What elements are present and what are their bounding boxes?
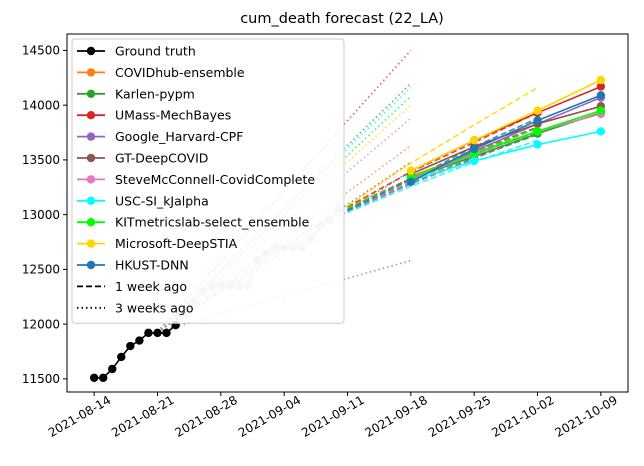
legend-label: Google_Harvard-CPF xyxy=(115,129,243,144)
forecast-point xyxy=(596,127,606,136)
forecast-point xyxy=(406,166,416,176)
legend-marker xyxy=(86,153,96,163)
forecast-point xyxy=(533,106,542,115)
forecast-point xyxy=(533,127,542,136)
forecast-line xyxy=(410,79,602,172)
ground-truth-point xyxy=(153,328,162,338)
y-tick-label: 13500 xyxy=(22,153,60,167)
legend-marker xyxy=(86,239,96,248)
legend-label: KITmetricslab-select_ensemble xyxy=(115,215,310,230)
ground-truth-point xyxy=(135,336,144,345)
legend-marker xyxy=(86,196,96,205)
legend-marker xyxy=(86,218,96,227)
ground-truth-point xyxy=(108,364,117,374)
legend-label: UMass-MechBayes xyxy=(115,108,231,123)
legend-label: Karlen-pypm xyxy=(115,86,195,101)
legend-label: Microsoft-DeepSTIA xyxy=(115,236,238,251)
legend-marker xyxy=(86,68,96,77)
forecast-line xyxy=(410,94,602,183)
forecast-point xyxy=(596,75,606,85)
forecast-point xyxy=(533,116,542,125)
three-weeks-ago-line xyxy=(156,95,412,333)
legend-label: HKUST-DNN xyxy=(115,258,189,273)
legend-marker xyxy=(86,111,96,120)
ground-truth-point xyxy=(89,373,99,382)
chart-title: cum_death forecast (22_LA) xyxy=(240,11,444,27)
ground-truth-line xyxy=(94,324,177,379)
forecast-point xyxy=(469,144,479,154)
forecast-point xyxy=(596,106,606,115)
legend-label: GT-DeepCOVID xyxy=(115,151,208,166)
y-tick-label: 14000 xyxy=(22,98,60,112)
ground-truth-point xyxy=(126,341,135,351)
forecast-point xyxy=(596,91,606,100)
three-weeks-ago-line xyxy=(157,145,412,333)
legend-marker xyxy=(86,175,96,184)
ground-truth-point xyxy=(162,328,171,338)
forecast-point xyxy=(596,82,606,91)
forecast-point xyxy=(406,177,416,186)
week-ago-line xyxy=(347,117,538,212)
forecast-point xyxy=(469,135,479,145)
forecast-line xyxy=(410,130,602,182)
legend: Ground truth COVIDhub-ensemble Karlen-pypm… xyxy=(71,38,345,324)
legend-label: USC-SI_kJalpha xyxy=(115,193,209,208)
legend-label: Ground truth xyxy=(115,44,196,59)
legend-marker xyxy=(86,89,96,99)
forecast-point xyxy=(469,156,479,166)
forecast-point xyxy=(533,140,542,149)
week-ago-line xyxy=(347,139,538,214)
legend-marker xyxy=(86,46,96,56)
legend-label: COVIDhub-ensemble xyxy=(115,65,245,80)
legend-label: 3 weeks ago xyxy=(115,300,194,315)
legend-label: 1 week ago xyxy=(115,279,187,294)
legend-marker xyxy=(86,132,96,141)
ground-truth-point xyxy=(117,352,126,362)
legend-marker xyxy=(86,260,96,270)
week-ago-line xyxy=(347,112,538,208)
ground-truth-point xyxy=(98,373,108,382)
legend-label: SteveMcConnell-CovidComplete xyxy=(115,172,315,187)
legend-box xyxy=(71,38,345,324)
y-tick-label: 11500 xyxy=(22,372,60,386)
week-ago-line xyxy=(347,86,538,207)
ground-truth-point xyxy=(144,328,153,338)
y-tick-label: 12000 xyxy=(22,317,60,331)
y-tick-label: 14500 xyxy=(22,44,60,58)
y-tick-label: 12500 xyxy=(22,263,60,277)
y-tick-label: 13000 xyxy=(22,208,60,222)
